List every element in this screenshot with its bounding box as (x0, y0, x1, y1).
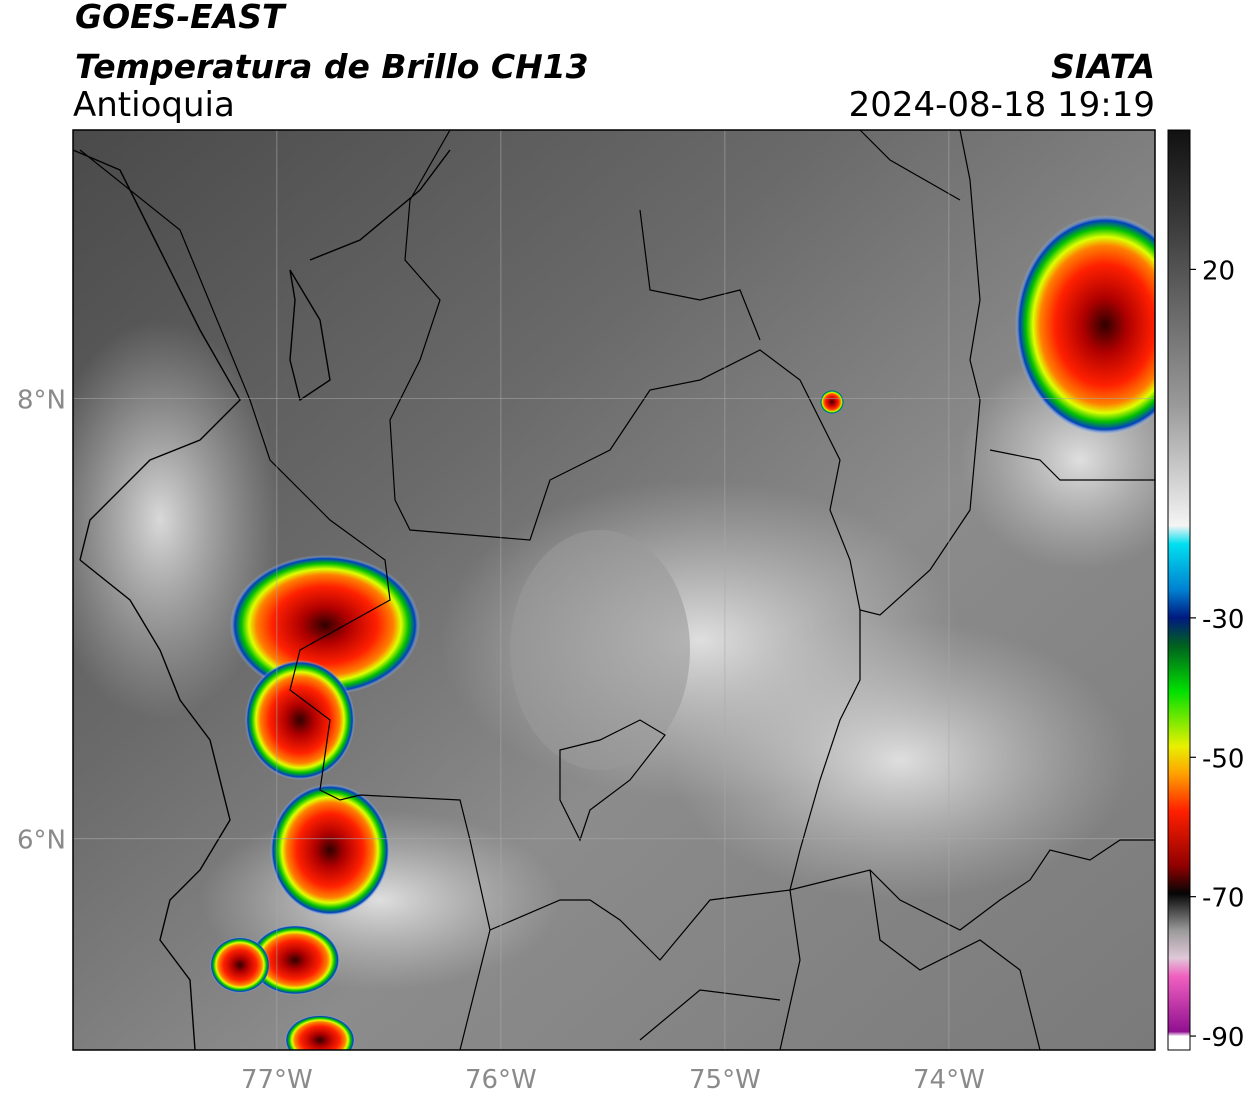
colorbar-ticks (1190, 268, 1196, 1037)
graticule (73, 130, 1155, 1050)
region: Antioquia (73, 85, 235, 125)
title: GOES-EAST (75, 0, 287, 36)
colorbar-tick-label: 20 (1202, 256, 1235, 286)
colorbar (1167, 129, 1191, 1051)
colorbar-tick-label: -50 (1202, 744, 1244, 774)
lon-tick-label: 74°W (913, 1065, 985, 1095)
lon-tick-label: 75°W (689, 1065, 761, 1095)
lon-tick-label: 76°W (465, 1065, 537, 1095)
lat-tick-label: 6°N (17, 826, 66, 856)
colorbar-tick-label: -70 (1202, 884, 1244, 914)
lon-tick-label: 77°W (241, 1065, 313, 1095)
map-image (73, 130, 1155, 1050)
colorbar-tick-label: -30 (1202, 605, 1244, 635)
source: SIATA (1051, 47, 1155, 86)
map-frame (72, 129, 1156, 1051)
subtitle: Temperatura de Brillo CH13 (75, 47, 589, 86)
lat-tick-label: 8°N (17, 386, 66, 416)
datetime: 2024-08-18 19:19 (849, 85, 1155, 125)
colorbar-tick-label: -90 (1202, 1023, 1244, 1053)
